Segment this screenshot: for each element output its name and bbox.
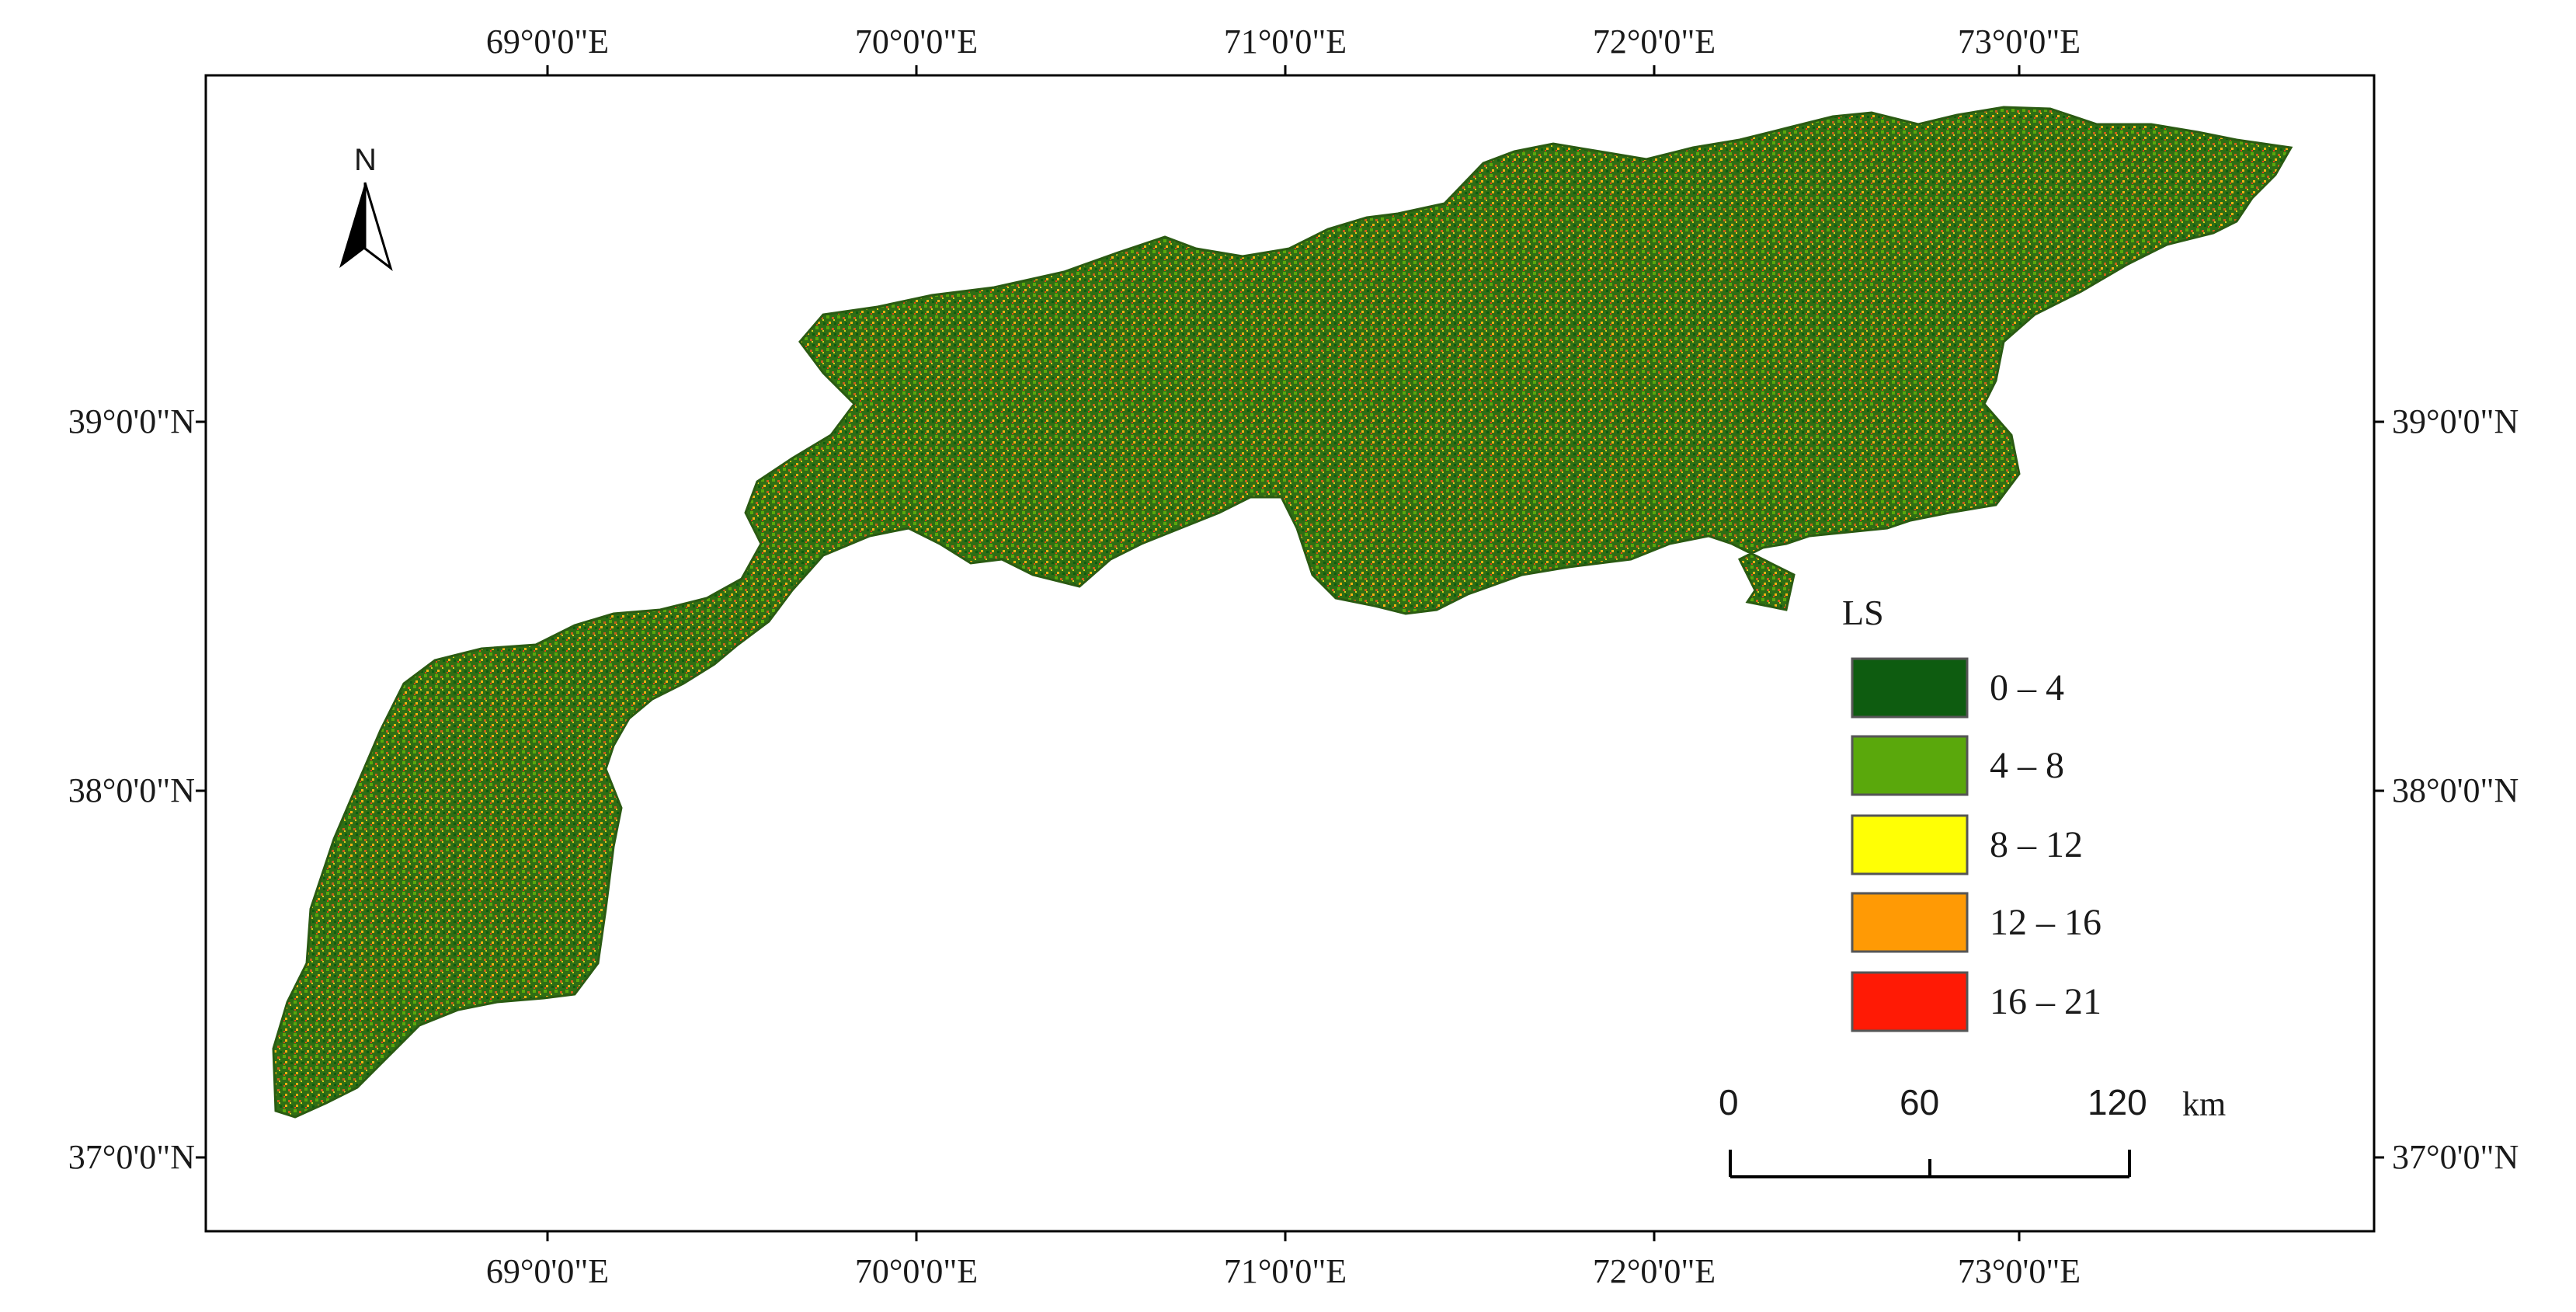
legend-label-4-8: 4 – 8 [1990,745,2064,786]
lat-label-right-38: 38°0'0"N [2392,771,2519,809]
legend-swatch-12-16 [1851,892,1969,953]
lat-label-left-39: 39°0'0"N [68,402,195,440]
lon-label-bottom-71: 71°0'0"E [1223,1252,1347,1290]
lon-label-bottom-72: 72°0'0"E [1592,1252,1716,1290]
lon-label-top-70: 70°0'0"E [854,23,979,61]
legend-swatch-8-12 [1851,814,1969,875]
study-area-region [272,106,2293,1119]
scale-label-60: 60 [1900,1082,1940,1122]
lat-label-left-38: 38°0'0"N [68,771,195,809]
legend-label-8-12: 8 – 12 [1990,824,2083,865]
left-ticks [196,420,206,1159]
legend-label-16-21: 16 – 21 [1990,981,2101,1022]
lon-label-bottom-73: 73°0'0"E [1957,1252,2081,1290]
lat-label-right-39: 39°0'0"N [2392,402,2519,440]
legend-swatch-4-8 [1851,735,1969,796]
legend-label-0-4: 0 – 4 [1990,667,2064,708]
legend-title: LS [1842,593,1884,632]
legend-swatch-16-21 [1851,971,1969,1032]
legend-swatch-0-4 [1851,657,1969,719]
legend-swatches [1851,657,1969,1032]
scale-bar [1729,1150,2131,1178]
lon-label-top-73: 73°0'0"E [1957,23,2081,61]
lon-label-bottom-69: 69°0'0"E [485,1252,610,1290]
right-ticks [2374,420,2384,1159]
scale-unit: km [2182,1085,2227,1123]
lon-label-bottom-70: 70°0'0"E [854,1252,979,1290]
lon-label-top-72: 72°0'0"E [1592,23,1716,61]
lat-label-right-37: 37°0'0"N [2392,1138,2519,1176]
scale-label-120: 120 [2088,1082,2147,1122]
lon-label-top-69: 69°0'0"E [485,23,610,61]
bottom-ticks [546,1231,2021,1241]
legend-label-12-16: 12 – 16 [1990,902,2101,943]
north-arrow-icon [339,182,393,271]
lat-label-left-37: 37°0'0"N [68,1138,195,1176]
lon-label-top-71: 71°0'0"E [1223,23,1347,61]
scale-label-0: 0 [1719,1082,1739,1122]
top-ticks [546,65,2021,75]
north-letter: N [354,143,377,177]
